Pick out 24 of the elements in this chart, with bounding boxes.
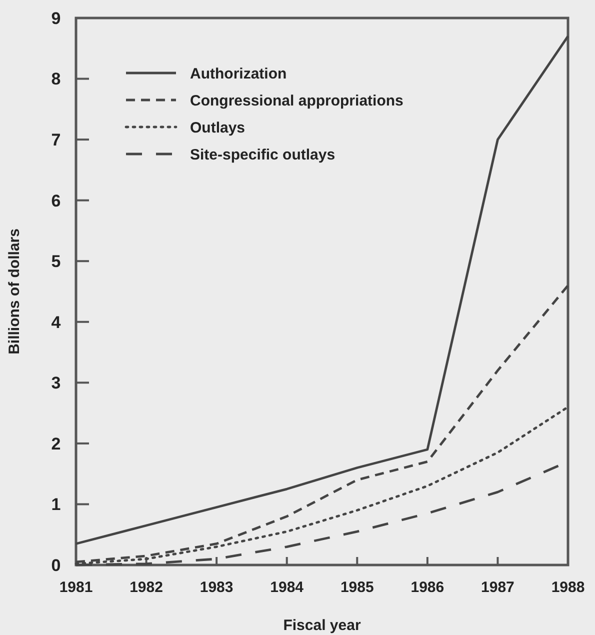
x-tick-label: 1985 bbox=[340, 579, 374, 596]
x-tick-label: 1982 bbox=[130, 579, 163, 596]
y-tick-label: 4 bbox=[51, 312, 62, 332]
y-tick-label: 3 bbox=[51, 374, 61, 393]
y-tick-label: 7 bbox=[51, 130, 61, 150]
x-tick-label: 1984 bbox=[270, 579, 304, 596]
y-axis-title: Billions of dollars bbox=[6, 228, 23, 354]
y-tick-label: 6 bbox=[51, 191, 61, 210]
y-tick-label: 2 bbox=[51, 434, 61, 454]
x-tick-label: 1988 bbox=[551, 579, 585, 596]
x-tick-label: 1986 bbox=[410, 579, 444, 596]
y-tick-label: 5 bbox=[51, 252, 61, 272]
legend-label: Authorization bbox=[190, 65, 287, 82]
y-tick-label: 8 bbox=[51, 70, 61, 89]
x-tick-label: 1987 bbox=[481, 579, 514, 596]
x-tick-label: 1983 bbox=[200, 579, 234, 596]
y-tick-label: 1 bbox=[51, 495, 61, 514]
legend-label: Outlays bbox=[190, 119, 246, 136]
x-tick-label: 1981 bbox=[59, 579, 93, 596]
x-axis-title: Fiscal year bbox=[283, 617, 361, 634]
legend-label: Congressional appropriations bbox=[190, 92, 404, 110]
y-tick-label: 9 bbox=[51, 8, 61, 28]
legend-label: Site-specific outlays bbox=[190, 146, 336, 164]
y-tick-label: 0 bbox=[51, 556, 61, 575]
